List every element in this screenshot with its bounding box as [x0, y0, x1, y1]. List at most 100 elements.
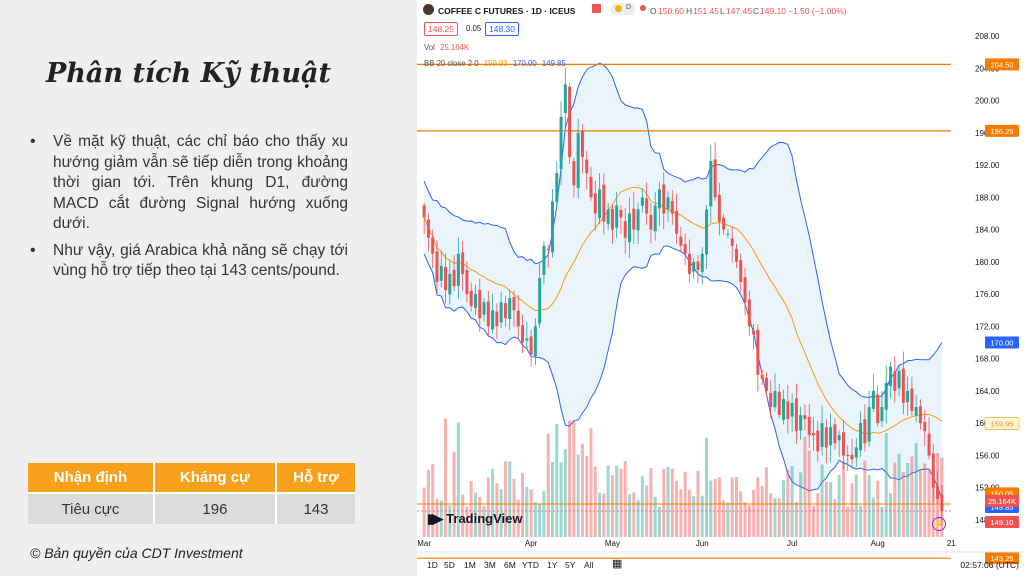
candle[interactable]: [670, 190, 674, 225]
candle[interactable]: [632, 191, 636, 244]
candle[interactable]: [649, 202, 653, 244]
candle[interactable]: [820, 405, 824, 456]
calendar-icon[interactable]: ▦: [612, 558, 623, 570]
candle[interactable]: [593, 180, 597, 231]
candle[interactable]: [850, 438, 854, 467]
price-tag[interactable]: 196.25: [985, 124, 1019, 137]
candle[interactable]: [491, 293, 495, 334]
candle[interactable]: [675, 193, 679, 244]
candle[interactable]: [503, 295, 507, 327]
candle[interactable]: [452, 254, 456, 292]
timeframe-ytd[interactable]: YTD: [522, 560, 539, 570]
candle[interactable]: [563, 68, 567, 128]
candle[interactable]: [623, 207, 627, 254]
candle[interactable]: [884, 365, 888, 424]
candle[interactable]: [717, 182, 721, 236]
candle[interactable]: [790, 393, 794, 433]
timeframe-1y[interactable]: 1Y: [547, 560, 558, 570]
candle[interactable]: [837, 430, 841, 457]
candle[interactable]: [752, 324, 756, 350]
candle[interactable]: [529, 329, 533, 367]
candle[interactable]: [713, 142, 717, 201]
candle[interactable]: [478, 278, 482, 333]
candle[interactable]: [906, 376, 910, 416]
candle[interactable]: [893, 356, 897, 403]
candle[interactable]: [867, 391, 871, 447]
utc-clock[interactable]: 02:57:06 (UTC): [960, 560, 1019, 570]
candle[interactable]: [726, 228, 730, 239]
timeframe-6m[interactable]: 6M: [504, 560, 516, 570]
candle[interactable]: [692, 258, 696, 280]
candle[interactable]: [551, 189, 554, 258]
candle[interactable]: [580, 124, 584, 174]
candle[interactable]: [486, 290, 490, 336]
candle[interactable]: [525, 321, 529, 350]
candle[interactable]: [807, 404, 811, 448]
candle[interactable]: [897, 365, 901, 397]
candle[interactable]: [426, 213, 430, 252]
candle[interactable]: [683, 233, 687, 266]
price-tag[interactable]: 159.95: [984, 417, 1020, 430]
bid-price[interactable]: 148.25: [424, 22, 458, 36]
candle[interactable]: [645, 182, 649, 225]
candle[interactable]: [901, 351, 905, 415]
candle[interactable]: [816, 420, 820, 462]
candle[interactable]: [499, 291, 503, 328]
candle[interactable]: [559, 100, 563, 186]
candle[interactable]: [700, 247, 704, 285]
candle[interactable]: [833, 418, 837, 450]
timeframe-5d[interactable]: 5D: [444, 560, 455, 570]
candle[interactable]: [640, 188, 644, 213]
lightning-icon[interactable]: ⚡: [932, 517, 946, 531]
candle[interactable]: [456, 237, 460, 300]
candle[interactable]: [435, 240, 439, 296]
candle[interactable]: [863, 404, 867, 452]
candle[interactable]: [598, 173, 602, 225]
candle[interactable]: [657, 181, 661, 226]
candle[interactable]: [936, 471, 940, 504]
candle[interactable]: [722, 213, 726, 235]
candle[interactable]: [495, 303, 499, 340]
candle[interactable]: [521, 314, 525, 354]
timeframe-all[interactable]: All: [584, 560, 594, 570]
candle[interactable]: [803, 404, 807, 431]
candle[interactable]: [512, 290, 516, 327]
candle[interactable]: [508, 290, 512, 330]
candle[interactable]: [730, 226, 734, 263]
candle[interactable]: [889, 361, 893, 399]
candle[interactable]: [473, 284, 477, 316]
candle[interactable]: [747, 290, 751, 336]
candle[interactable]: [576, 118, 580, 199]
candle[interactable]: [773, 373, 777, 412]
candle[interactable]: [786, 384, 790, 434]
timeframe-5y[interactable]: 5Y: [565, 560, 576, 570]
candle[interactable]: [841, 419, 845, 469]
candle[interactable]: [431, 229, 435, 268]
candle[interactable]: [846, 445, 850, 472]
candle[interactable]: [572, 157, 576, 198]
candle[interactable]: [448, 260, 452, 305]
candle[interactable]: [469, 282, 473, 312]
candle[interactable]: [662, 172, 666, 230]
candle[interactable]: [799, 406, 803, 440]
price-tag[interactable]: 149.10: [985, 516, 1019, 529]
candle[interactable]: [653, 191, 657, 241]
candle[interactable]: [794, 383, 798, 445]
symbol-name[interactable]: COFFEE C FUTURES · 1D · ICEUS: [438, 6, 576, 16]
candle[interactable]: [777, 383, 781, 419]
candle[interactable]: [918, 399, 922, 430]
candle[interactable]: [764, 372, 768, 396]
volume-legend[interactable]: Vol 25.164K: [424, 43, 469, 52]
candle[interactable]: [854, 437, 858, 467]
candle[interactable]: [812, 416, 815, 451]
candle[interactable]: [538, 262, 542, 329]
candle[interactable]: [931, 444, 935, 503]
candle[interactable]: [876, 385, 880, 427]
candle[interactable]: [880, 390, 884, 427]
candle[interactable]: [859, 411, 863, 457]
candle[interactable]: [914, 394, 918, 422]
ask-price[interactable]: 148.30: [485, 22, 519, 36]
price-tag[interactable]: 143.25: [985, 552, 1019, 565]
candle[interactable]: [628, 197, 632, 258]
candle[interactable]: [666, 191, 670, 223]
